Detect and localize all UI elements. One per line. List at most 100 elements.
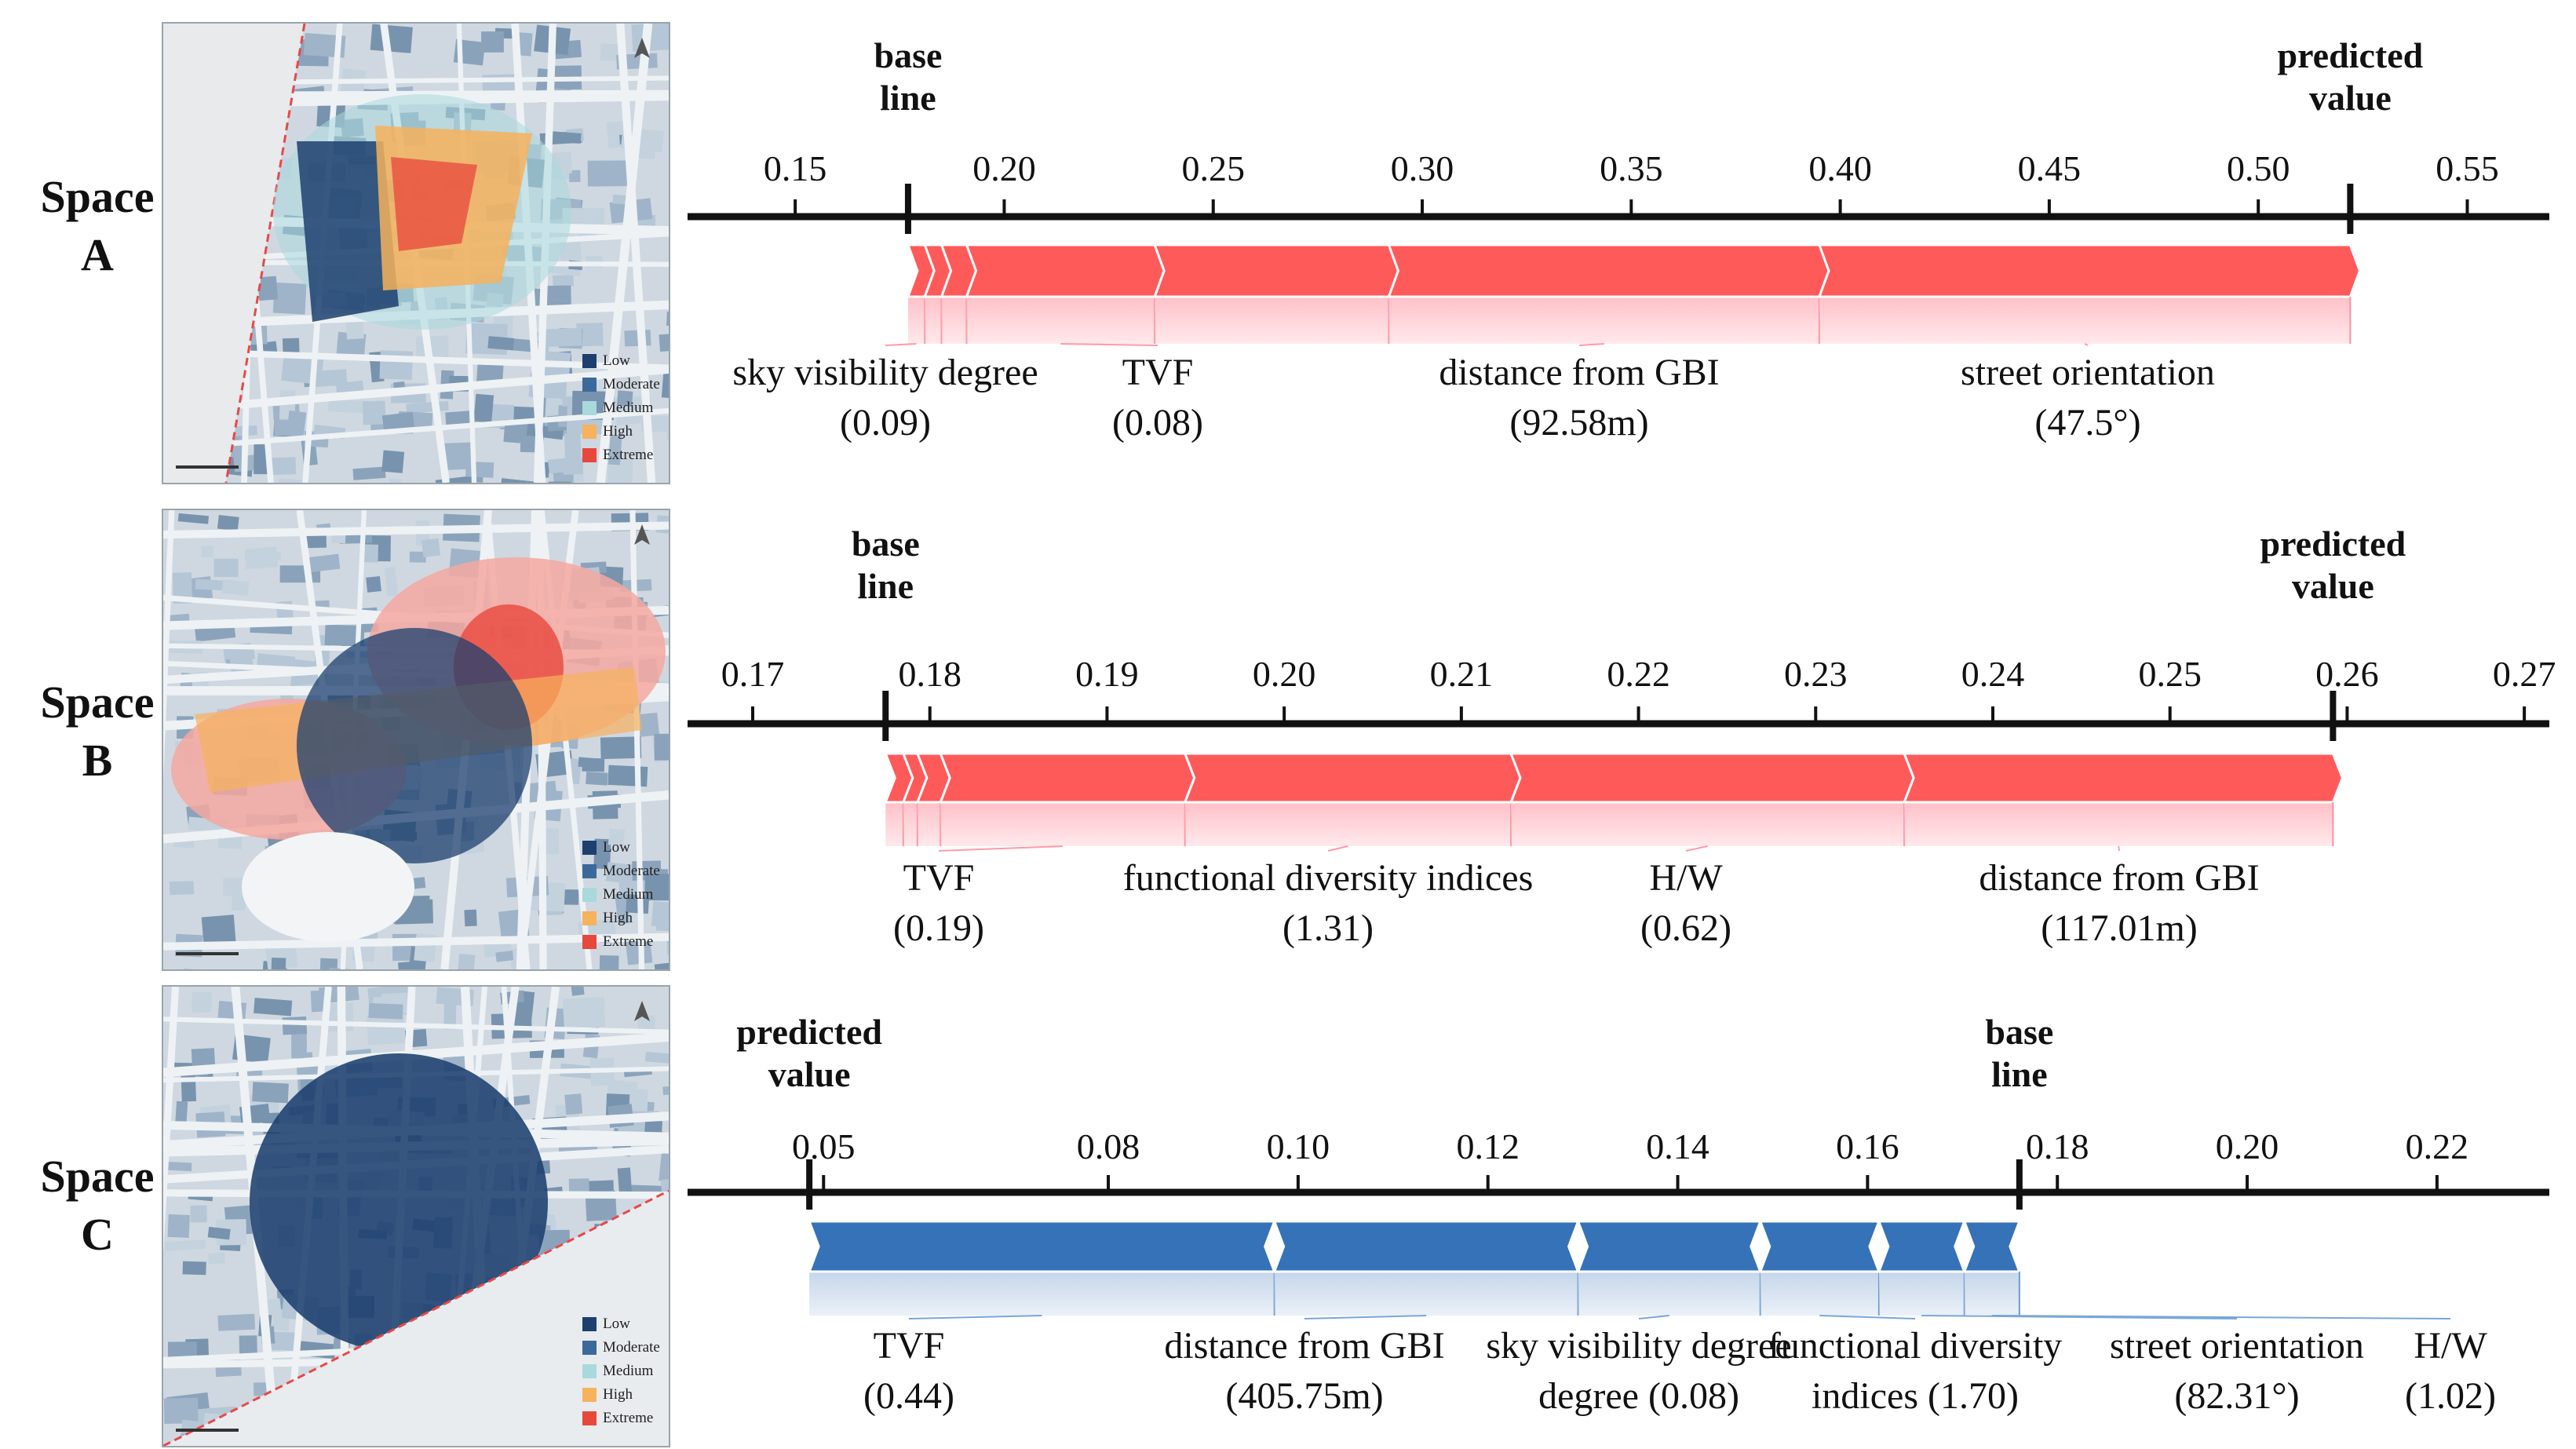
tick-label: 0.08 [1077,1126,1140,1166]
label-connector [1991,1315,2451,1319]
legend-label: High [603,423,633,440]
heat-map-a [162,22,670,484]
tick-label: 0.27 [2493,654,2556,694]
feature-segment [1509,752,1915,804]
legend-item: Low [582,349,660,373]
feature-value: (405.75m) [1225,1375,1383,1417]
feature-value: (0.62) [1640,907,1731,949]
feature-segment [1183,752,1522,804]
tick-label: 0.24 [1961,654,2025,694]
segment-fade [907,297,925,344]
legend-item: Low [582,836,660,860]
legend-item: Medium [582,1360,660,1383]
legend-swatch [582,354,597,368]
feature-segment [965,243,1166,298]
legend-label: Low [603,839,630,856]
label-connector [1638,1315,1669,1319]
feature-name: H/W [2414,1325,2487,1367]
scale-bar [176,465,239,469]
label-connector [2118,845,2120,852]
feature-name: functional diversity [1768,1325,2063,1367]
tick-label: 0.10 [1267,1126,1330,1166]
tick-label: 0.22 [1607,654,1670,694]
legend-swatch [582,378,597,392]
legend-label: Low [603,352,630,369]
baseline-marker-label: base [874,35,942,75]
legend-swatch [582,911,597,925]
segment-fade [1819,297,2351,344]
legend-label: Low [603,1316,630,1332]
label-connector [1578,343,1604,346]
tick-label: 0.15 [764,148,827,188]
north-arrow-icon [634,524,650,545]
legend-label: Medium [603,1363,654,1379]
label-connector [1327,845,1348,852]
feature-name: distance from GBI [1439,352,1719,393]
tick-label: 0.20 [2216,1126,2279,1166]
legend-swatch [582,888,597,902]
tick-label: 0.30 [1391,148,1454,188]
legend-swatch [582,401,597,415]
segment-fade [1904,802,2333,846]
feature-segment [939,752,1196,804]
predicted-marker-label: value [768,1054,851,1094]
legend-swatch [582,1388,597,1402]
feature-value: (0.09) [840,402,931,443]
baseline-marker-label: base [852,524,920,564]
segment-fade [917,802,941,846]
feature-value: (0.19) [893,907,984,949]
legend-label: High [603,1386,633,1403]
feature-value: (82.31°) [2174,1375,2299,1417]
legend-label: Extreme [603,933,654,950]
feature-name: H/W [1649,857,1723,899]
tick-label: 0.12 [1456,1126,1520,1166]
feature-value: (47.5°) [2034,402,2140,443]
tick-label: 0.25 [2138,654,2202,694]
tick-label: 0.45 [2018,148,2082,188]
segment-fade [1155,297,1389,344]
predicted-marker-label: value [2292,566,2374,606]
legend-swatch [582,448,597,462]
tick-label: 0.40 [1808,148,1872,188]
feature-value: (1.02) [2405,1375,2496,1417]
feature-segment [1962,1220,2022,1273]
map-legend: Low Moderate Medium High Extreme [582,349,660,467]
feature-name: TVF [903,857,975,899]
legend-label: Moderate [603,1339,660,1356]
label-connector [1304,1315,1427,1319]
segment-fade [925,297,942,344]
tick-label: 0.20 [972,148,1036,188]
scale-bar [176,952,239,955]
label-connector [1685,845,1708,852]
tick-label: 0.50 [2227,148,2290,188]
tick-label: 0.18 [898,654,961,694]
legend-swatch [582,1317,597,1331]
legend-item: Moderate [582,860,660,883]
predicted-marker-label: predicted [2278,35,2424,75]
feature-value: (0.08) [1112,402,1203,443]
segment-fade [885,802,903,846]
baseline-marker-label: line [1991,1054,2048,1094]
legend-label: Moderate [603,376,660,392]
feature-segment [1758,1220,1881,1273]
tick-label: 0.17 [721,654,785,694]
legend-swatch [582,841,597,855]
legend-swatch [582,935,597,949]
legend-label: High [603,910,633,926]
predicted-marker-label: predicted [2260,524,2406,564]
feature-segment [1576,1220,1762,1273]
segment-fade [966,297,1155,344]
label-connector [1060,343,1158,346]
legend-swatch [582,864,597,878]
segment-fade [1511,802,1905,846]
label-connector [1819,1315,1916,1319]
feature-name: functional diversity indices [1123,857,1534,899]
tick-label: 0.05 [792,1126,856,1166]
feature-segment [807,1220,1276,1273]
feature-name: TVF [1122,352,1194,393]
legend-label: Extreme [603,447,654,463]
baseline-marker-label: line [880,78,936,118]
feature-value: (0.44) [863,1375,954,1417]
feature-segment [1877,1220,1966,1273]
